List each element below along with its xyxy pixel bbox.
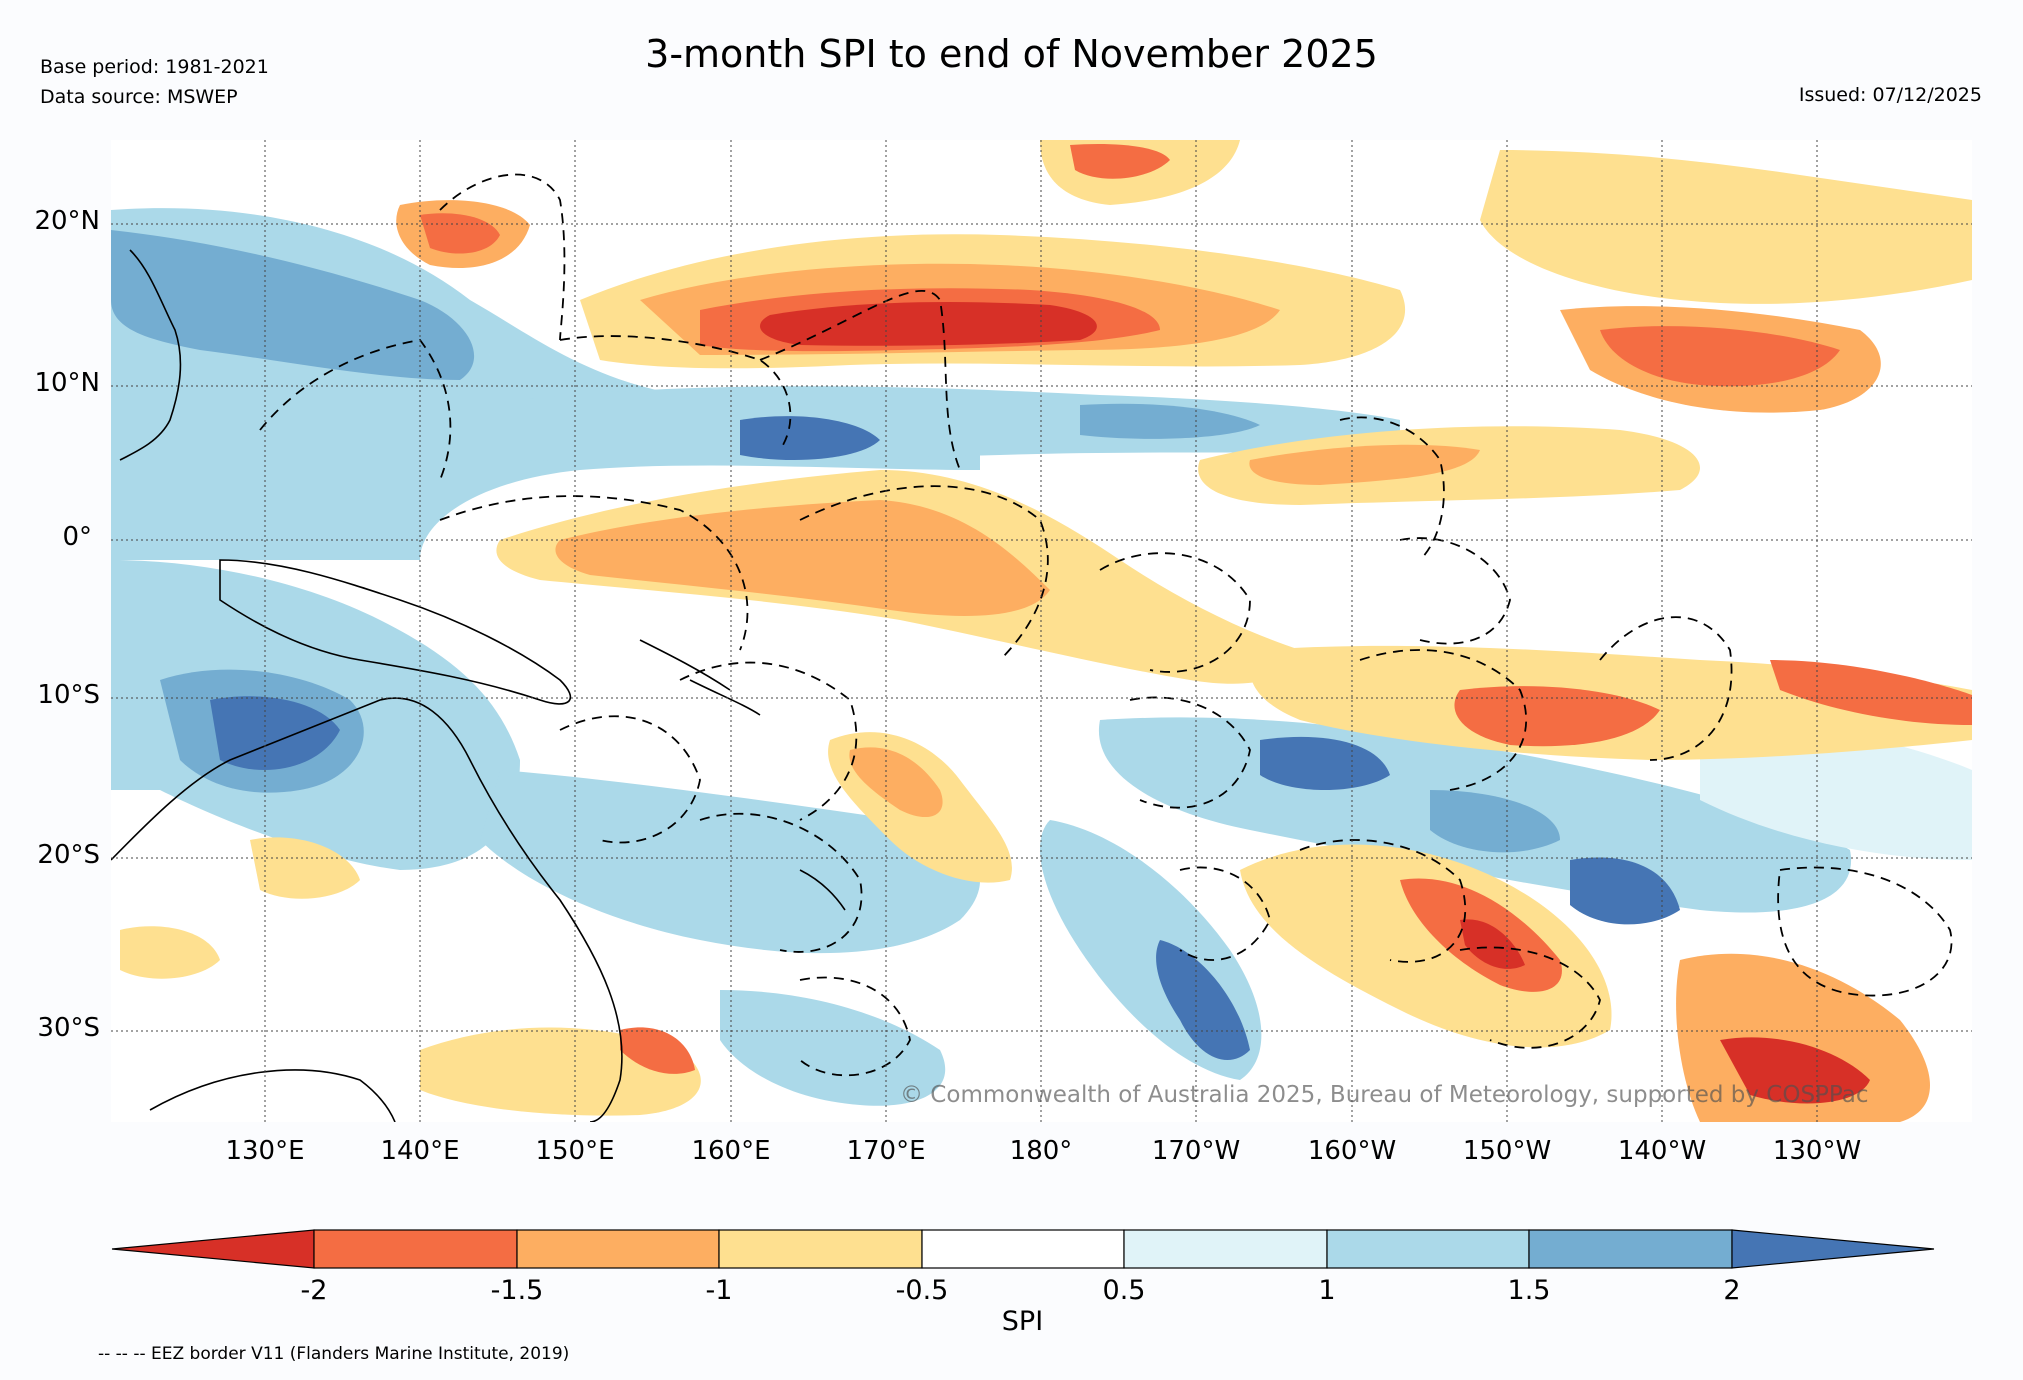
- colorbar-extend-wet: [1731, 1229, 1935, 1269]
- coast-philippines: [119, 249, 182, 461]
- colorbar-tick-label: 0.5: [1102, 1275, 1146, 1306]
- lat-label: 20°N: [34, 206, 100, 236]
- map-panel: [111, 140, 1972, 1122]
- dry-patch-southwest: [250, 837, 360, 899]
- wet-core-south-diag: [1156, 940, 1250, 1060]
- eez-border: [439, 173, 566, 341]
- spi-field: [111, 140, 1972, 1122]
- wet-core-10n-b: [1080, 403, 1260, 439]
- coast-solomons: [639, 639, 761, 716]
- eez-border: [699, 812, 863, 953]
- eez-border: [1777, 866, 1953, 997]
- colorbar-bin: [516, 1229, 720, 1269]
- eez-border: [799, 976, 911, 1077]
- eez-border-legend: -- -- -- EEZ border V11 (Flanders Marine…: [98, 1344, 570, 1364]
- eez-border: [1129, 696, 1251, 809]
- lon-label: 140°E: [380, 1136, 460, 1166]
- colorbar-tick-label: 1.5: [1507, 1275, 1551, 1306]
- eez-border: [439, 495, 749, 651]
- dry-patch-australia-west: [120, 926, 220, 979]
- colorbar-label: SPI: [1001, 1306, 1044, 1337]
- coast-new-caledonia: [799, 869, 846, 911]
- colorbar-tick-label: 2: [1723, 1275, 1741, 1306]
- colorbar-bin: [313, 1229, 518, 1269]
- colorbar-bin: [921, 1229, 1125, 1269]
- dry-patch-hawaii-core: [1070, 143, 1170, 179]
- coast-australia-south: [149, 1069, 396, 1122]
- wet-region-coral-sea: [480, 770, 980, 954]
- wet-core-southeast: [1570, 857, 1680, 925]
- wet-core-south-central-b: [1430, 790, 1560, 853]
- eez-border: [759, 289, 961, 471]
- lat-label: 10°S: [37, 680, 100, 710]
- dry-patch-vanuatu-core: [849, 747, 943, 818]
- issued-date-text: Issued: 07/12/2025: [1798, 84, 1982, 106]
- eez-border: [1339, 416, 1445, 561]
- lon-label: 170°E: [846, 1136, 926, 1166]
- map-title: 3-month SPI to end of November 2025: [645, 32, 1378, 76]
- eez-border: [1299, 839, 1467, 963]
- eez-border: [559, 335, 792, 451]
- lat-label: 0°: [62, 522, 92, 552]
- dry-band-north-extreme: [760, 302, 1097, 346]
- eez-border: [1459, 946, 1601, 1049]
- dry-patch-far-southeast-core: [1720, 1037, 1870, 1104]
- dry-patch-south-subtropic-extreme: [1460, 919, 1525, 969]
- colorbar-tick-label: -0.5: [895, 1275, 949, 1306]
- colorbar-extend-dry: [111, 1229, 315, 1269]
- lat-label: 30°S: [37, 1013, 100, 1043]
- colorbar-bin: [1326, 1229, 1530, 1269]
- coast-australia: [111, 697, 623, 1122]
- dry-band-south-east-core-b: [1770, 660, 1972, 725]
- wet-core-gulf: [210, 696, 340, 770]
- dry-patch-tasman-core: [620, 1027, 695, 1074]
- dry-band-northeast-core: [1600, 326, 1840, 387]
- coastlines: [111, 249, 846, 1122]
- eez-border: [1359, 649, 1528, 791]
- copyright-text: © Commonwealth of Australia 2025, Bureau…: [900, 1082, 1869, 1108]
- lon-label: 150°E: [535, 1136, 615, 1166]
- wet-core-10n: [740, 416, 880, 460]
- lon-label: 130°E: [225, 1136, 305, 1166]
- lon-label: 150°W: [1462, 1136, 1552, 1166]
- wet-core-south-central: [1260, 736, 1390, 790]
- dry-band-northeast: [1480, 150, 1972, 304]
- lon-label: 160°E: [691, 1136, 771, 1166]
- dry-band-equator-east-core: [1249, 444, 1480, 485]
- colorbar-tick-label: -1.5: [490, 1275, 544, 1306]
- dry-band-equator-core: [555, 500, 1050, 616]
- lon-label: 170°W: [1151, 1136, 1241, 1166]
- dry-patch-northwest-core: [420, 213, 500, 254]
- colorbar-tick-label: 1: [1318, 1275, 1336, 1306]
- eez-border: [1599, 616, 1733, 761]
- eez-border: [1399, 537, 1511, 645]
- eez-border: [1099, 552, 1251, 673]
- base-period-text: Base period: 1981-2021: [40, 56, 269, 78]
- coast-new-guinea: [219, 559, 572, 705]
- lon-label: 180°: [1009, 1136, 1073, 1166]
- wet-region-tasman: [720, 990, 946, 1106]
- lon-label: 140°W: [1617, 1136, 1707, 1166]
- lat-label: 10°N: [34, 368, 100, 398]
- lon-label: 160°W: [1307, 1136, 1397, 1166]
- graticule: [111, 140, 1972, 1122]
- wet-core-north: [111, 230, 475, 380]
- eez-border: [799, 485, 1049, 661]
- dry-patch-south-subtropic: [1240, 844, 1612, 1048]
- lon-label: 130°W: [1772, 1136, 1862, 1166]
- data-source-text: Data source: MSWEP: [40, 86, 238, 108]
- colorbar-bin: [718, 1229, 923, 1269]
- eez-border: [1179, 866, 1271, 961]
- eez-border: [679, 661, 858, 821]
- colorbar: [111, 1229, 1935, 1269]
- eez-border: [559, 715, 701, 844]
- colorbar-bin: [1528, 1229, 1733, 1269]
- dry-band-south-east-core: [1454, 686, 1660, 747]
- colorbar-bin: [1123, 1229, 1328, 1269]
- colorbar-tick-label: -2: [300, 1275, 328, 1306]
- lat-label: 20°S: [37, 840, 100, 870]
- colorbar-tick-label: -1: [705, 1275, 733, 1306]
